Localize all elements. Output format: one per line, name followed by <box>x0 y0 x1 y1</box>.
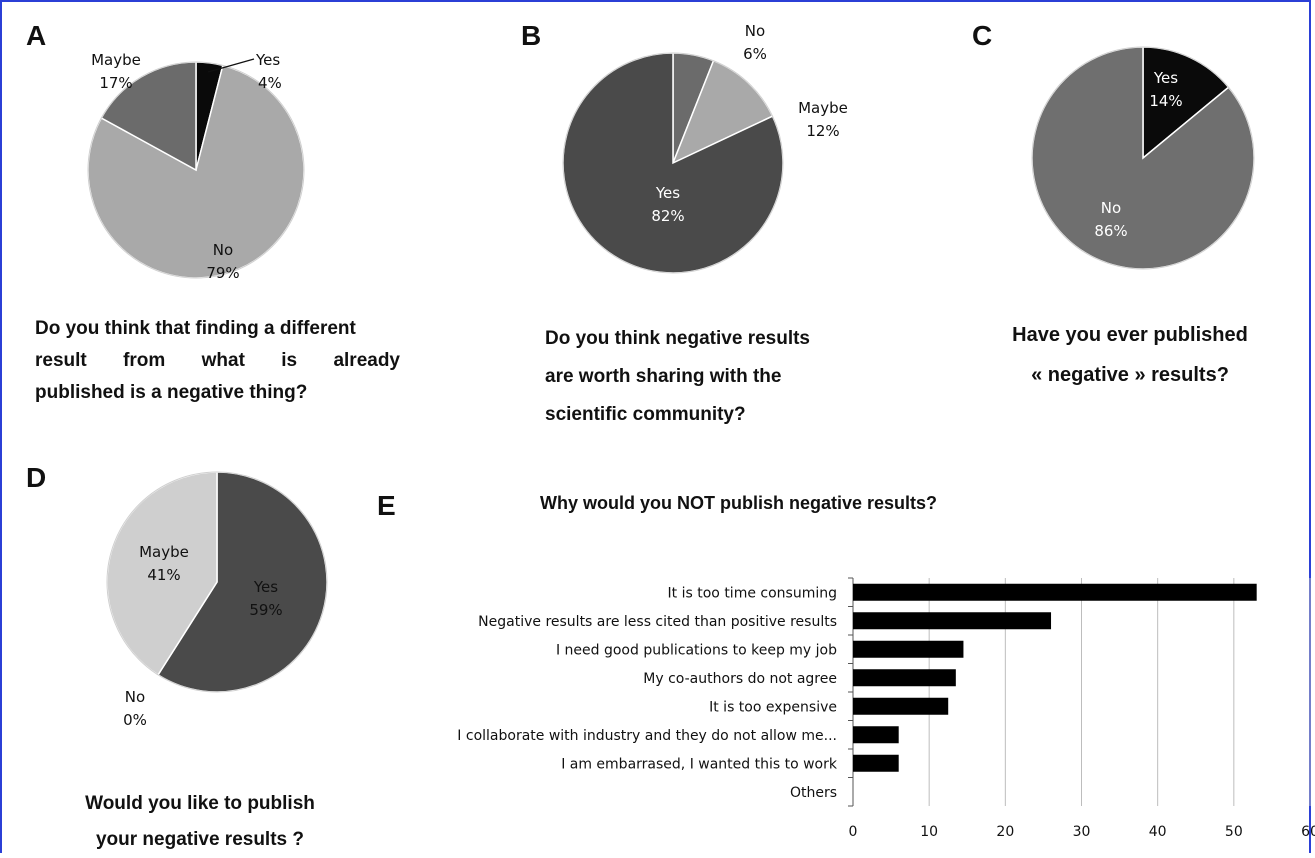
question-d-line-2: your negative results ? <box>95 829 304 850</box>
bar-category-label: I need good publications to keep my job <box>556 642 837 658</box>
pie-slice-label: Yes <box>255 51 280 69</box>
pie-slice-value: 17% <box>99 74 132 92</box>
bar <box>853 726 899 744</box>
question-a-line-3: published is a negative thing? <box>35 382 308 403</box>
x-tick-label: 40 <box>1149 824 1167 840</box>
question-c: Have you ever published « negative » res… <box>960 315 1300 395</box>
panel-letter-e: E <box>377 490 396 521</box>
bar-chart-e: 0 10 20 30 40 50 60 It is too time consuming Neg… <box>457 577 1315 840</box>
panel-letter-a: A <box>26 20 47 51</box>
pie-slice-label: No <box>745 22 765 40</box>
bar-category-label: Others <box>790 785 837 801</box>
pie-slice-value: 4% <box>258 74 282 92</box>
bar <box>853 697 949 715</box>
bar <box>853 583 1257 601</box>
pie-slice-label: No <box>1101 199 1121 217</box>
pie-outline <box>562 52 784 274</box>
question-c-line-1: Have you ever published <box>1012 324 1248 346</box>
x-tick-label: 0 <box>849 824 858 840</box>
question-c-line-2: « negative » results? <box>1031 364 1229 386</box>
pie-slice-label: Yes <box>655 184 680 202</box>
bar-category-label: I am embarrased, I wanted this to work <box>561 756 838 772</box>
pie-slice-label: Yes <box>1153 69 1178 87</box>
pie-a: Yes 4% No 79% Maybe 17% <box>87 51 305 282</box>
bar <box>853 669 956 687</box>
question-a-line-2: result from what is already <box>35 350 400 371</box>
bar <box>853 640 964 658</box>
pie-slice-value: 82% <box>651 207 684 225</box>
x-tick-label: 10 <box>920 824 938 840</box>
bar <box>853 612 1052 630</box>
question-b-line-2: are worth sharing with the <box>545 366 782 387</box>
pie-b: No 6% Maybe 12% Yes 82% <box>562 22 848 274</box>
x-tick-label: 30 <box>1073 824 1091 840</box>
pie-outline <box>87 61 305 279</box>
pie-slice-value: 14% <box>1149 92 1182 110</box>
leader-line <box>207 58 255 73</box>
pie-slice-value: 86% <box>1094 222 1127 240</box>
bar-category-label: I collaborate with industry and they do … <box>457 728 837 744</box>
bar-category-label: It is too expensive <box>709 699 837 715</box>
pie-slice-value: 79% <box>206 264 239 282</box>
pie-slice-value: 59% <box>249 601 282 619</box>
x-tick-label: 20 <box>996 824 1014 840</box>
question-a-line-1: Do you think that finding a different <box>35 318 356 339</box>
question-a: Do you think that finding a different re… <box>35 313 400 409</box>
pie-slice-label: No <box>213 241 233 259</box>
pie-slice-label: Yes <box>253 578 278 596</box>
question-b: Do you think negative results are worth … <box>545 320 885 434</box>
panel-letter-d: D <box>26 462 47 493</box>
x-tick-label: 60 <box>1301 824 1315 840</box>
bar-category-label: Negative results are less cited than pos… <box>478 614 837 630</box>
panel-letter-c: C <box>972 20 993 51</box>
question-d: Would you like to publish your negative … <box>40 786 360 858</box>
pie-c: Yes 14% No 86% <box>1031 46 1255 270</box>
pie-slice-value: 41% <box>147 566 180 584</box>
pie-outline <box>1031 46 1255 270</box>
pie-slice-label: Maybe <box>798 99 848 117</box>
pie-d: Yes 59% No 0% Maybe 41% <box>106 471 328 729</box>
bar <box>853 754 899 772</box>
question-b-line-1: Do you think negative results <box>545 328 810 349</box>
x-tick-label: 50 <box>1225 824 1243 840</box>
pie-slice-label: Maybe <box>139 543 189 561</box>
pie-slice-label: No <box>125 688 145 706</box>
question-d-line-1: Would you like to publish <box>85 793 315 814</box>
pie-slice-value: 6% <box>743 45 767 63</box>
pie-slice-value: 0% <box>123 711 147 729</box>
bar-chart-title: Why would you NOT publish negative resul… <box>540 493 938 513</box>
panel-letter-b: B <box>521 20 542 51</box>
pie-slice-value: 12% <box>806 122 839 140</box>
bar-category-label: My co-authors do not agree <box>643 671 837 687</box>
pie-slice-label: Maybe <box>91 51 141 69</box>
pie-outline <box>106 471 328 693</box>
question-b-line-3: scientific community? <box>545 404 746 425</box>
bar-category-label: It is too time consuming <box>668 585 837 601</box>
